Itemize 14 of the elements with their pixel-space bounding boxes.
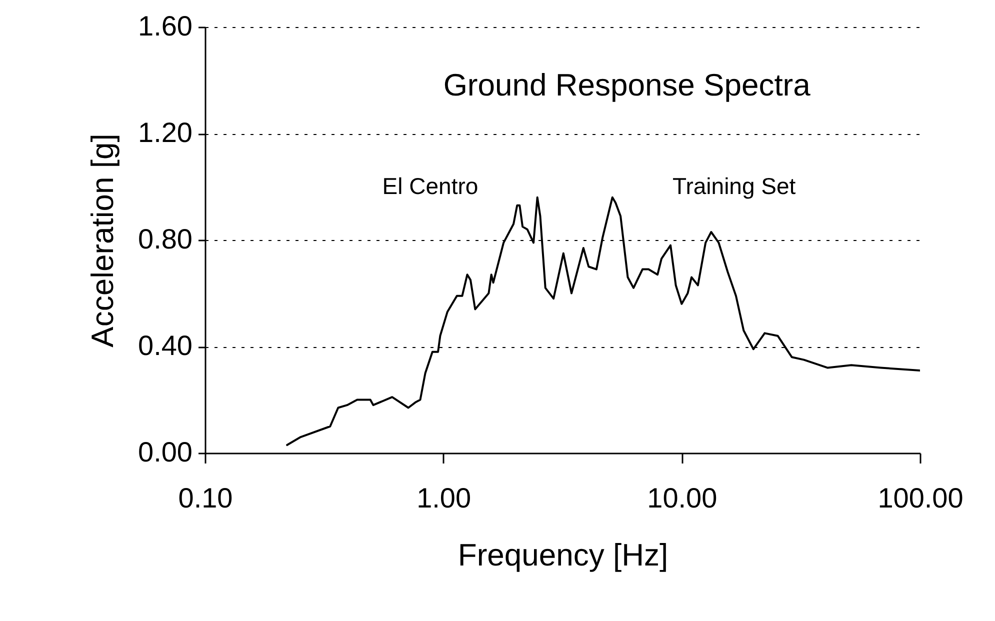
x-axis-title: Frequency [Hz] (458, 538, 668, 572)
annotation: El Centro (382, 172, 478, 199)
x-tick-label: 100.00 (878, 482, 964, 514)
y-tick-label: 0.00 (138, 436, 192, 468)
y-tick-label: 0.80 (138, 224, 192, 254)
x-tick-label: 0.10 (178, 482, 233, 514)
y-tick-label: 1.60 (138, 10, 192, 42)
y-tick-label: 0.40 (138, 330, 192, 361)
text: Ground Response Spectra (443, 68, 812, 103)
y-axis-title: Acceleration [g] (85, 134, 120, 348)
x-tick-label: 10.00 (647, 482, 718, 514)
annotation: Training Set (672, 172, 796, 199)
x-tick-label: 1.00 (416, 482, 472, 514)
y-tick-label: 1.20 (138, 117, 192, 148)
